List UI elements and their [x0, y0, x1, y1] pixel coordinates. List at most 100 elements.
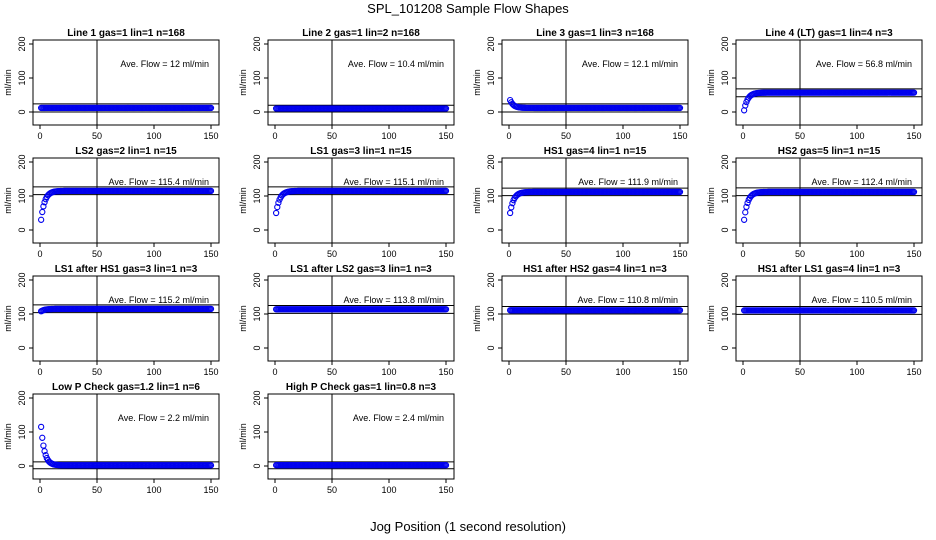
x-tick-label: 100 [381, 131, 396, 141]
y-axis-label: ml/min [238, 423, 248, 450]
x-tick-label: 150 [438, 131, 453, 141]
data-point [41, 448, 48, 455]
data-point [207, 462, 215, 469]
y-tick-label: 0 [17, 463, 27, 468]
panel-title: HS1 after HS2 gas=4 lin=1 n=3 [523, 264, 667, 275]
x-tick-label: 50 [92, 485, 102, 495]
data-point [676, 188, 684, 196]
x-tick-label: 150 [672, 249, 687, 259]
data-point [207, 305, 215, 313]
ave-flow-annotation: Ave. Flow = 115.2 ml/min [109, 295, 209, 305]
panel-title: LS1 gas=3 lin=1 n=15 [310, 146, 412, 157]
plot-area [736, 40, 922, 125]
y-tick-label: 100 [252, 70, 262, 85]
panel-5: LS2 gas=2 lin=1 n=15 Ave. Flow = 115.4 ml… [3, 146, 220, 259]
x-tick-label: 150 [906, 131, 921, 141]
y-axis-label: ml/min [3, 423, 13, 450]
plot-frame [267, 39, 455, 126]
x-tick-label: 150 [906, 367, 921, 377]
y-tick-label: 100 [17, 424, 27, 439]
panel-title: Line 3 gas=1 lin=3 n=168 [536, 28, 654, 39]
data-point [910, 89, 918, 96]
y-tick-label: 0 [17, 227, 27, 232]
ave-flow-annotation: Ave. Flow = 110.5 ml/min [812, 295, 912, 305]
y-axis-label: ml/min [706, 69, 716, 96]
x-tick-label: 150 [203, 131, 218, 141]
panel-10: LS1 after LS2 gas=3 lin=1 n=3 Ave. Flow =… [238, 264, 455, 377]
panel-title: Line 1 gas=1 lin=1 n=168 [67, 28, 185, 39]
data-point [742, 102, 749, 109]
x-tick-label: 50 [561, 249, 571, 259]
plot-area [736, 158, 922, 243]
y-axis-label: ml/min [3, 69, 13, 96]
data-point [910, 188, 918, 196]
panel-title: HS2 gas=5 lin=1 n=15 [778, 146, 881, 157]
x-tick-label: 150 [438, 249, 453, 259]
panel-13: Low P Check gas=1.2 lin=1 n=6 Ave. Flow =… [3, 382, 220, 495]
data-point [42, 452, 49, 459]
y-tick-label: 200 [17, 154, 27, 169]
data-point [744, 199, 751, 206]
ave-flow-annotation: Ave. Flow = 2.4 ml/min [353, 413, 444, 423]
panel-2: Line 2 gas=1 lin=2 n=168 Ave. Flow = 10.4… [238, 28, 455, 141]
x-tick-label: 150 [438, 485, 453, 495]
plot-frame [735, 39, 923, 126]
panel-title: Low P Check gas=1.2 lin=1 n=6 [52, 382, 200, 393]
plot-area [33, 158, 219, 243]
panel-7: HS1 gas=4 lin=1 n=15 Ave. Flow = 111.9 ml… [472, 146, 689, 259]
ave-flow-annotation: Ave. Flow = 12 ml/min [120, 59, 209, 69]
x-tick-label: 50 [561, 367, 571, 377]
x-tick-label: 100 [615, 249, 630, 259]
plot-area [502, 40, 688, 125]
ave-flow-annotation: Ave. Flow = 12.1 ml/min [582, 59, 678, 69]
y-tick-label: 0 [17, 345, 27, 350]
data-point [275, 199, 282, 206]
x-tick-label: 150 [906, 249, 921, 259]
x-tick-label: 50 [92, 131, 102, 141]
x-tick-label: 100 [849, 249, 864, 259]
panel-11: HS1 after HS2 gas=4 lin=1 n=3 Ave. Flow =… [472, 264, 689, 377]
x-tick-label: 50 [92, 367, 102, 377]
y-tick-label: 0 [720, 227, 730, 232]
x-tick-label: 50 [327, 131, 337, 141]
y-tick-label: 200 [486, 36, 496, 51]
plot-area [33, 40, 219, 125]
x-tick-label: 0 [272, 131, 277, 141]
y-tick-label: 0 [486, 109, 496, 114]
x-tick-label: 50 [561, 131, 571, 141]
x-tick-label: 100 [381, 367, 396, 377]
x-tick-label: 100 [381, 249, 396, 259]
data-point [442, 462, 450, 469]
data-point [39, 208, 46, 216]
y-tick-label: 200 [720, 154, 730, 169]
x-tick-label: 100 [849, 367, 864, 377]
x-tick-label: 100 [849, 131, 864, 141]
y-tick-label: 200 [252, 390, 262, 405]
x-tick-label: 0 [37, 367, 42, 377]
x-tick-label: 0 [740, 131, 745, 141]
y-axis-label: ml/min [238, 187, 248, 214]
y-tick-label: 200 [252, 154, 262, 169]
x-tick-label: 100 [146, 131, 161, 141]
ave-flow-annotation: Ave. Flow = 115.1 ml/min [344, 177, 444, 187]
y-tick-label: 0 [252, 463, 262, 468]
plot-area [33, 276, 219, 361]
x-tick-label: 0 [272, 367, 277, 377]
x-tick-label: 0 [740, 249, 745, 259]
x-tick-label: 100 [146, 485, 161, 495]
x-tick-label: 150 [672, 131, 687, 141]
plot-frame [267, 275, 455, 362]
data-point [40, 442, 47, 449]
y-tick-label: 0 [720, 109, 730, 114]
data-point [442, 105, 450, 112]
y-tick-label: 0 [252, 109, 262, 114]
plot-area [502, 158, 688, 243]
data-point [742, 209, 749, 216]
y-tick-label: 200 [252, 272, 262, 287]
plot-area [502, 276, 688, 361]
y-tick-label: 100 [486, 188, 496, 203]
x-tick-label: 0 [506, 131, 511, 141]
x-tick-label: 0 [272, 485, 277, 495]
y-tick-label: 200 [17, 272, 27, 287]
plot-frame [501, 275, 689, 362]
